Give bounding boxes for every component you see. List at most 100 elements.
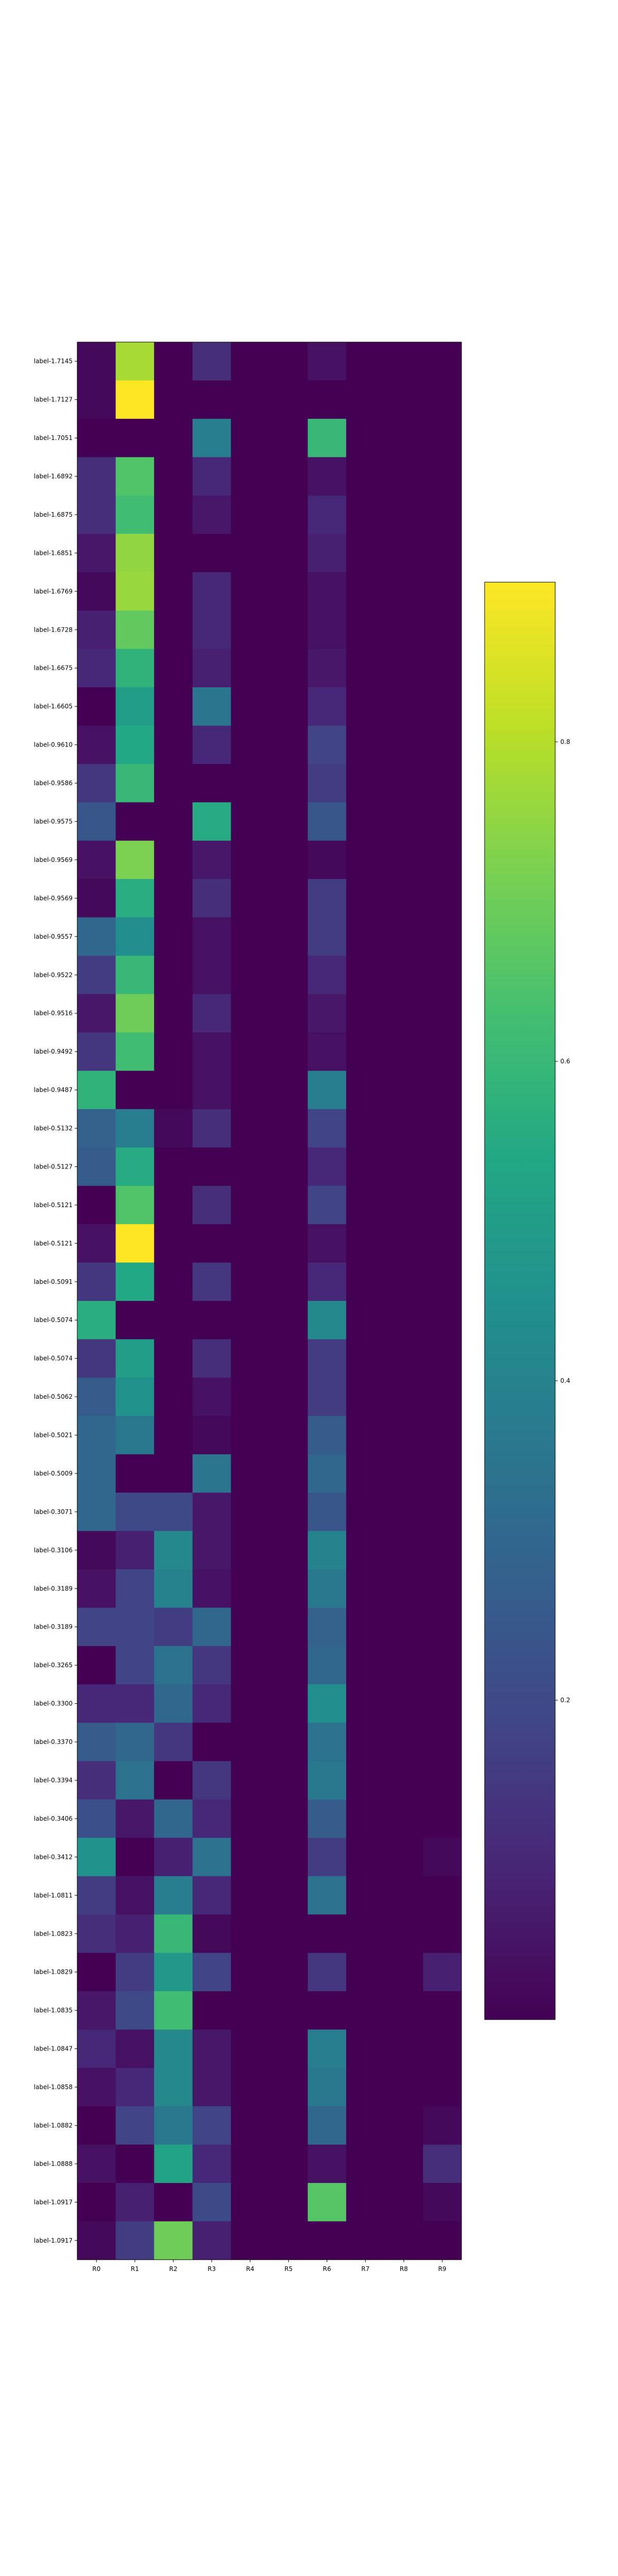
heatmap-cell <box>384 1799 423 1838</box>
y-tick-label: label-0.9569 <box>34 894 73 902</box>
heatmap-cell <box>154 380 193 419</box>
heatmap-cell <box>423 2106 462 2145</box>
heatmap-cell <box>77 2029 116 2069</box>
heatmap-cell <box>192 879 231 918</box>
heatmap-cell <box>192 1876 231 1915</box>
heatmap-cell <box>269 2029 308 2069</box>
heatmap-cell <box>423 1224 462 1263</box>
heatmap-cell <box>77 1838 116 1877</box>
heatmap-cell <box>269 649 308 688</box>
y-tick-label: label-0.9492 <box>34 1048 73 1055</box>
heatmap-cell <box>423 1416 462 1455</box>
x-tick-label: R5 <box>284 2265 293 2273</box>
colorbar: 0.2 0.4 0.6 0.8 <box>484 582 570 2020</box>
heatmap-cell <box>346 956 385 995</box>
heatmap-cell <box>115 2221 154 2260</box>
heatmap-cell <box>154 1646 193 1685</box>
heatmap-cell <box>192 457 231 496</box>
heatmap-cell <box>346 1071 385 1110</box>
heatmap-cell <box>307 1109 347 1148</box>
heatmap-cell <box>154 1799 193 1838</box>
heatmap-cell <box>384 1377 423 1416</box>
heatmap-cell <box>307 1416 347 1455</box>
heatmap-cell <box>231 2144 270 2183</box>
heatmap-cell <box>307 802 347 841</box>
heatmap-cell <box>231 1147 270 1187</box>
heatmap-cell <box>346 1799 385 1838</box>
heatmap-cell <box>346 1339 385 1378</box>
heatmap-cell <box>307 1876 347 1915</box>
heatmap-cell <box>346 2067 385 2107</box>
heatmap-cell <box>231 1109 270 1148</box>
heatmap-cell <box>115 2106 154 2145</box>
heatmap-cell <box>231 1185 270 1225</box>
heatmap-cell <box>384 1953 423 1992</box>
heatmap-cell <box>307 1646 347 1685</box>
heatmap-cell <box>77 687 116 726</box>
heatmap-cell <box>154 1377 193 1416</box>
heatmap-cell <box>384 1147 423 1187</box>
heatmap-cell <box>154 1607 193 1647</box>
heatmap-cell <box>423 1838 462 1877</box>
heatmap-cell <box>154 1071 193 1110</box>
heatmap-cell <box>77 342 116 381</box>
heatmap-cell <box>346 1185 385 1225</box>
heatmap-cell <box>192 1991 231 2030</box>
y-tick-label: label-1.0888 <box>34 2160 73 2167</box>
heatmap-cell <box>192 2183 231 2222</box>
heatmap-cell <box>154 1569 193 1608</box>
heatmap-cell <box>231 1684 270 1723</box>
heatmap-cell <box>192 1454 231 1493</box>
y-tick-label: label-1.7145 <box>34 358 73 365</box>
heatmap-cell <box>231 1799 270 1838</box>
heatmap-cell <box>115 1262 154 1301</box>
heatmap-cell <box>77 1032 116 1071</box>
heatmap-cell <box>192 380 231 419</box>
heatmap-cell <box>154 2183 193 2222</box>
heatmap-cell <box>423 1071 462 1110</box>
y-tick-label: label-0.3370 <box>34 1738 73 1745</box>
y-tick-label: label-0.5062 <box>34 1393 73 1400</box>
y-tick-label: label-1.6851 <box>34 549 73 556</box>
heatmap-cell <box>77 1569 116 1608</box>
y-tick-label: label-0.9575 <box>34 818 73 825</box>
heatmap-cell <box>77 1262 116 1301</box>
heatmap-cell <box>269 1684 308 1723</box>
x-tick-label: R9 <box>438 2265 447 2273</box>
heatmap-cell <box>77 1071 116 1110</box>
heatmap-cell <box>154 1953 193 1992</box>
heatmap-cell <box>346 1109 385 1148</box>
heatmap-cell <box>269 611 308 650</box>
heatmap-cell <box>115 1646 154 1685</box>
heatmap-cell <box>269 1761 308 1800</box>
heatmap-cell <box>307 1914 347 1954</box>
heatmap-cell <box>423 1991 462 2030</box>
heatmap-cell <box>269 1722 308 1761</box>
y-tick-label: label-0.3189 <box>34 1623 73 1631</box>
heatmap-cell <box>77 534 116 573</box>
heatmap-cell <box>269 1262 308 1301</box>
heatmap-cell <box>154 2029 193 2069</box>
heatmap-cell <box>307 1953 347 1992</box>
heatmap-cell <box>423 2144 462 2183</box>
heatmap-cell <box>115 687 154 726</box>
heatmap-cell <box>77 764 116 803</box>
heatmap-cell <box>384 649 423 688</box>
heatmap-cell <box>269 1339 308 1378</box>
heatmap-cell <box>154 840 193 879</box>
colorbar-tick-label: 0.4 <box>560 1377 570 1384</box>
heatmap-cell <box>384 495 423 534</box>
heatmap-cell <box>307 1838 347 1877</box>
heatmap-cell <box>115 457 154 496</box>
heatmap-cell <box>231 418 270 457</box>
heatmap-cell <box>231 1301 270 1340</box>
heatmap-cell <box>115 1416 154 1455</box>
heatmap-cell <box>269 1071 308 1110</box>
heatmap-cell <box>154 802 193 841</box>
heatmap-cell <box>231 1838 270 1877</box>
heatmap-cell <box>115 1722 154 1761</box>
heatmap-cell <box>77 1761 116 1800</box>
heatmap-cell <box>269 1531 308 1570</box>
heatmap-cell <box>346 380 385 419</box>
